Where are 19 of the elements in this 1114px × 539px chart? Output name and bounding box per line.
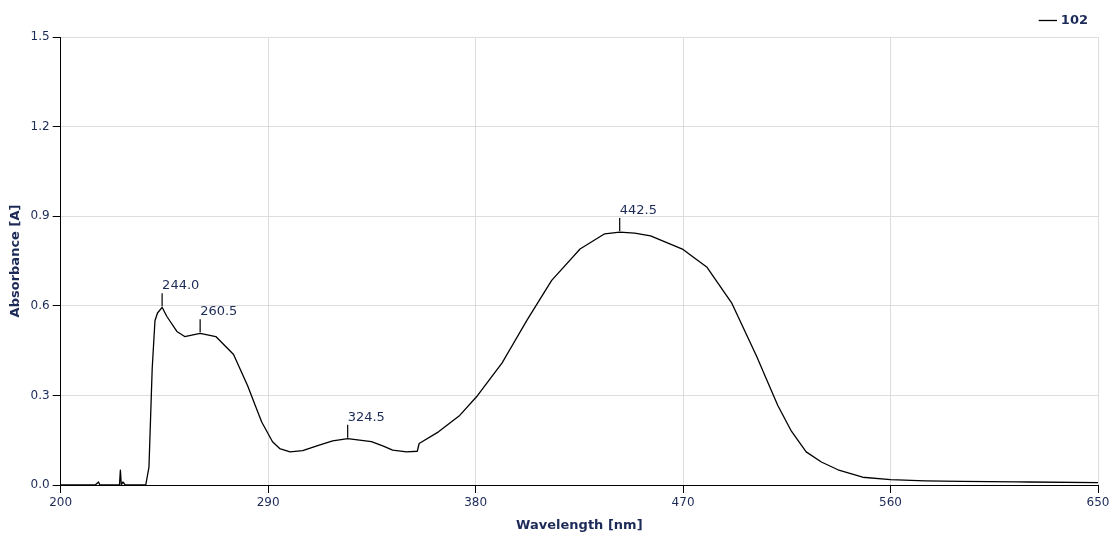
x-tick-label: 290 [256, 495, 280, 510]
y-tick-label: 0.0 [30, 477, 50, 492]
annotation: 324.5 [347, 408, 385, 424]
x-tick-label: 470 [671, 495, 695, 510]
annotation: 244.0 [162, 277, 200, 293]
x-axis-title: Wavelength [nm] [516, 516, 643, 532]
y-tick-label: 1.5 [30, 29, 50, 44]
y-tick-label: 0.3 [30, 387, 50, 402]
legend-label: 102 [1060, 11, 1088, 27]
y-axis-title: Absorbance [A] [7, 204, 23, 318]
x-tick-label: 560 [879, 495, 902, 510]
y-tick-label: 0.9 [30, 208, 50, 223]
x-tick-label: 380 [464, 495, 488, 510]
x-tick-label: 200 [49, 495, 73, 510]
y-tick-label: 0.6 [30, 297, 50, 312]
y-tick-label: 1.2 [30, 118, 50, 133]
x-tick-label: 650 [1086, 495, 1110, 510]
annotation: 260.5 [200, 303, 238, 319]
annotation: 442.5 [619, 201, 657, 217]
